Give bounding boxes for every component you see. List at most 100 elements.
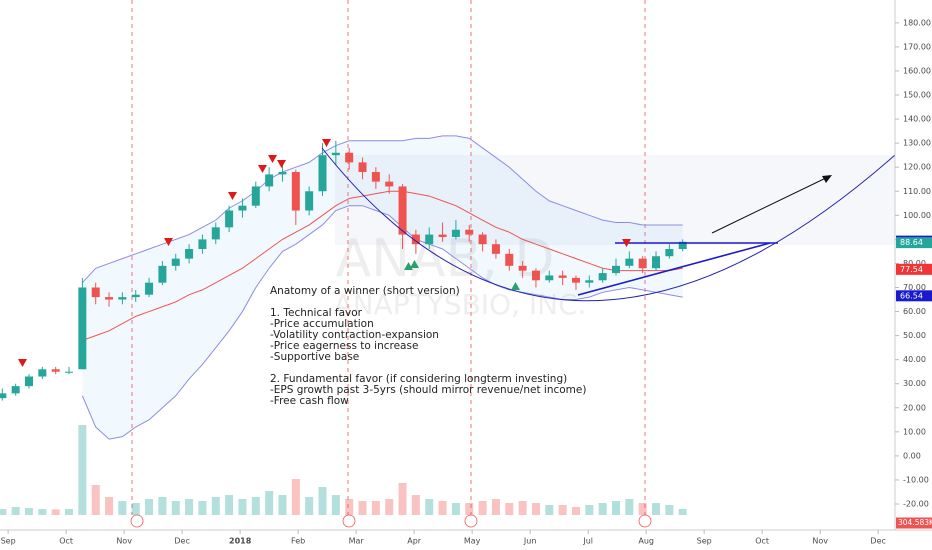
y-tick-label: 150.00 [903,91,931,100]
volume-bar [171,501,180,515]
volume-bar [505,503,514,515]
volume-bar [345,499,354,515]
annotation-line: -Supportive base [270,351,359,363]
candle-body [171,258,180,266]
candle-body [478,234,487,245]
volume-bar [25,508,34,515]
annotation-line: Anatomy of a winner (short version) [270,285,460,297]
volume-bar [531,503,540,515]
candle-body [51,369,60,372]
candle-body [638,258,647,269]
x-tick-label: Jul [582,537,593,546]
volume-bar [438,501,447,515]
candle-body [358,162,367,173]
volume-label: 304.583K [898,518,932,527]
volume-bar [238,499,247,515]
x-tick-label: Dec [870,537,885,546]
candle-body [625,258,634,266]
y-tick-label: 50.00 [903,331,926,340]
earnings-icons [130,514,652,528]
x-tick-label: Nov [812,537,828,546]
candle-body [331,152,340,156]
volume-bar [652,503,661,515]
x-tick-label: Nov [116,537,132,546]
volume-bar [625,499,634,515]
y-tick-label: 70.00 [903,283,926,292]
candle-body [531,270,540,281]
candle-body [612,265,621,274]
x-tick-label: Sep [1,537,16,546]
sell-signals [18,139,631,367]
candle-body [0,393,7,399]
annotation-line: -Price eagerness to increase [270,340,418,352]
y-tick-label: 40.00 [903,355,926,364]
volume-bar [358,501,367,515]
candle-body [131,294,140,298]
volume-bar [0,509,7,515]
volume-bar [91,485,100,515]
annotation-line: 1. Technical favor [270,307,363,319]
candle-body [238,205,247,211]
watermark-company: ANAPTYSBIO, INC. [333,288,586,321]
x-tick-label: Aug [638,537,654,546]
candle-body [278,172,287,175]
candle-body [265,174,274,187]
drawings [18,139,896,367]
volume-bar [425,499,434,515]
price-label-bg [896,263,932,275]
candle-body [291,172,300,211]
x-tick-label: May [464,537,481,546]
candle-body [318,155,327,192]
volume-bar [65,509,74,515]
candle-body [305,191,314,211]
y-tick-label: 60.00 [903,307,926,316]
volume-bar [665,505,674,515]
y-tick-label: 120.00 [903,163,931,172]
candle-body [371,172,380,182]
volume-bar [612,501,621,515]
x-tick-label: Sep [697,537,712,546]
volume-bar [318,487,327,515]
y-tick-label: 140.00 [903,115,931,124]
band-line [81,205,683,440]
candle-body [425,234,434,245]
volume-label-bg [896,517,932,529]
candle-body [105,297,114,300]
volume-bar [225,495,234,515]
x-tick-label: Oct [755,537,769,546]
volume-bar [291,479,300,515]
y-tick-label: -20.00 [903,500,929,509]
candle-body [251,186,260,206]
candle-body [598,273,607,281]
volume-bar [158,497,167,515]
candle-body [11,386,20,394]
candle-body [571,277,580,283]
earnings-lines [131,0,646,515]
watermark: ANAB, D [336,229,555,289]
candle-body [158,265,167,283]
x-tick-label: 2018 [229,537,252,546]
candle-body [118,297,127,300]
candle-body [198,239,207,250]
volume-bar [558,505,567,515]
candle-body [558,275,567,278]
y-tick-label: -10.00 [903,475,929,484]
arrow-head [822,175,832,183]
candle-body [652,256,661,269]
volume-bar [385,499,394,515]
volume-bar [185,499,194,515]
y-tick-label: 170.00 [903,42,931,51]
volume-bar [265,491,274,515]
volume-bar [411,495,420,515]
x-tick-label: Jun [523,537,537,546]
x-tick-label: Apr [407,537,422,546]
candle-body [465,229,474,235]
y-tick-label: 20.00 [903,403,926,412]
y-tick-label: 100.00 [903,211,931,220]
volume-bar [211,497,220,515]
candle-body [145,282,154,295]
volume-bar [451,503,460,515]
price-label: 66.54 [900,291,923,300]
